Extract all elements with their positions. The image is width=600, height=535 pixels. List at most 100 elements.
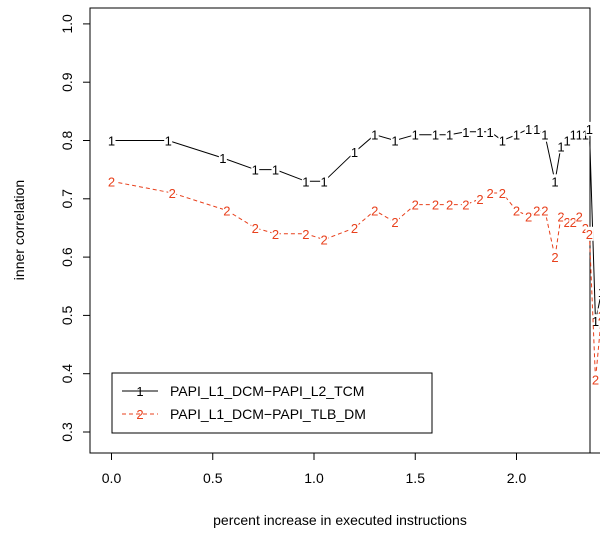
point-background: [540, 127, 549, 142]
point-background: [218, 150, 227, 165]
data-point-0-12: 1: [446, 128, 453, 143]
data-point-1-4: 2: [272, 227, 279, 242]
data-point-1-16: 2: [499, 186, 506, 201]
data-point-1-11: 2: [432, 198, 439, 213]
data-point-0-28: 1: [592, 314, 599, 329]
point-background: [486, 185, 495, 200]
point-background: [476, 124, 485, 139]
point-background: [597, 308, 600, 323]
x-tick-label: 0.0: [102, 470, 122, 486]
y-tick-label: 0.5: [59, 305, 75, 325]
point-background: [585, 121, 594, 136]
point-background: [563, 215, 572, 230]
data-point-1-23: 2: [564, 215, 571, 230]
data-point-0-18: 1: [525, 122, 532, 137]
data-point-0-27: 1: [586, 122, 593, 137]
y-tick-label: 0.7: [59, 189, 75, 209]
point-background: [585, 226, 594, 241]
point-background: [569, 215, 578, 230]
x-tick-label: 0.5: [203, 470, 223, 486]
data-point-1-7: 2: [351, 221, 358, 236]
point-background: [532, 203, 541, 218]
data-point-0-5: 1: [302, 174, 309, 189]
data-point-1-27: 2: [586, 227, 593, 242]
point-background: [168, 185, 177, 200]
point-background: [498, 185, 507, 200]
point-background: [271, 162, 280, 177]
data-point-1-8: 2: [371, 203, 378, 218]
point-background: [370, 203, 379, 218]
x-tick-label: 1.5: [406, 470, 426, 486]
point-background: [524, 209, 533, 224]
x-axis: 0.00.51.01.52.02.5: [102, 452, 600, 486]
data-point-0-13: 1: [462, 125, 469, 140]
data-point-0-16: 1: [499, 134, 506, 149]
point-background: [107, 133, 116, 148]
y-tick-label: 0.6: [59, 247, 75, 267]
point-background: [164, 133, 173, 148]
point-background: [581, 127, 590, 142]
data-point-0-19: 1: [533, 122, 540, 137]
point-background: [350, 145, 359, 160]
data-point-0-22: 1: [557, 139, 564, 154]
data-point-1-19: 2: [533, 203, 540, 218]
point-background: [222, 203, 231, 218]
data-point-0-20: 1: [541, 128, 548, 143]
point-background: [411, 127, 420, 142]
data-point-1-6: 2: [321, 233, 328, 248]
point-background: [301, 174, 310, 189]
point-background: [575, 127, 584, 142]
point-background: [445, 197, 454, 212]
point-background: [569, 127, 578, 142]
y-tick-label: 1.0: [59, 14, 75, 34]
point-background: [320, 174, 329, 189]
y-tick-label: 0.3: [59, 422, 75, 442]
data-point-1-20: 2: [541, 203, 548, 218]
point-background: [107, 174, 116, 189]
point-background: [391, 215, 399, 230]
y-axis-label: inner correlation: [11, 180, 27, 280]
point-background: [532, 121, 541, 136]
y-tick-label: 0.8: [59, 131, 75, 151]
point-background: [301, 226, 310, 241]
data-point-1-3: 2: [252, 221, 259, 236]
point-background: [411, 197, 420, 212]
data-point-1-13: 2: [462, 198, 469, 213]
point-background: [581, 220, 590, 235]
legend-label-1: PAPI_L1_DCM−PAPI_TLB_DM: [170, 406, 366, 422]
data-point-0-8: 1: [371, 128, 378, 143]
point-background: [575, 209, 584, 224]
point-background: [591, 314, 600, 329]
series-line-0: [111, 127, 600, 322]
data-point-1-17: 2: [513, 203, 520, 218]
data-point-1-29: 2: [598, 308, 600, 323]
data-point-0-7: 1: [351, 145, 358, 160]
data-point-0-6: 1: [321, 174, 328, 189]
data-point-0-11: 1: [432, 128, 439, 143]
legend: 1 PAPI_L1_DCM−PAPI_L2_TCM 2 PAPI_L1_DCM−…: [111, 372, 433, 434]
series-0: 1111111111111111111111111111111111111111…: [107, 121, 600, 329]
point-background: [524, 121, 533, 136]
data-point-1-22: 2: [557, 209, 564, 224]
point-background: [445, 127, 454, 142]
point-background: [431, 197, 440, 212]
data-point-1-26: 2: [582, 221, 589, 236]
point-background: [350, 220, 359, 235]
point-background: [550, 250, 559, 265]
point-background: [540, 203, 549, 218]
data-point-1-10: 2: [412, 198, 419, 213]
point-background: [597, 285, 600, 300]
data-point-1-1: 2: [169, 186, 176, 201]
point-background: [557, 139, 566, 154]
data-point-1-14: 2: [476, 192, 483, 207]
data-point-0-1: 1: [165, 134, 172, 149]
y-tick-label: 0.9: [59, 72, 75, 92]
data-point-0-15: 1: [487, 125, 494, 140]
data-point-0-17: 1: [513, 128, 520, 143]
legend-label-0: PAPI_L1_DCM−PAPI_L2_TCM: [170, 383, 364, 399]
data-point-0-4: 1: [272, 163, 279, 178]
data-point-0-25: 1: [576, 128, 583, 143]
point-background: [476, 191, 485, 206]
point-background: [251, 220, 260, 235]
